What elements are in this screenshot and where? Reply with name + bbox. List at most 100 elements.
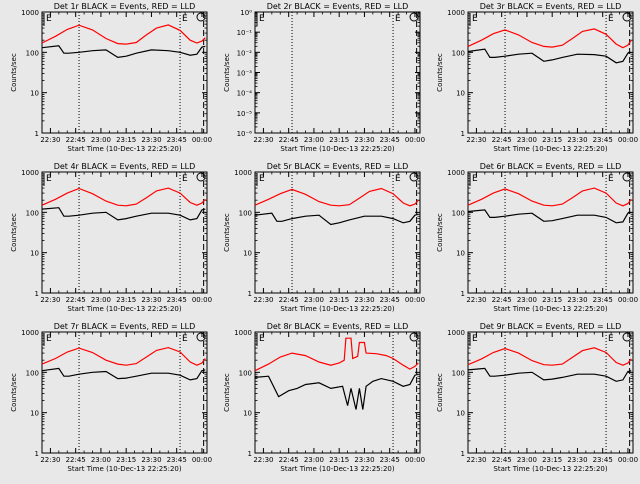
series-events-line [467,209,632,224]
x-tick-label: 23:30 [567,136,587,144]
x-tick-label: 00:00 [618,296,638,304]
x-tick-label: 23:15 [542,296,562,304]
panel-det-1: Det 1r BLACK = Events, RED = LLD 1 10 100 10… [10,2,212,153]
plot-title: Det 7r BLACK = Events, RED = LLD [54,322,196,331]
plot-title: Det 6r BLACK = Events, RED = LLD [480,162,622,171]
end-marker-circle [196,172,206,182]
x-tick-label: 23:45 [593,456,613,464]
plot-title: Det 4r BLACK = Events, RED = LLD [54,162,196,171]
y-tick-label: 10⁻³ [237,70,253,78]
x-tick-label: 23:30 [354,136,374,144]
plot-title: Det 3r BLACK = Events, RED = LLD [480,2,622,11]
x-tick-label: 22:30 [253,456,273,464]
series-events-line [254,373,419,410]
plot-frame [41,171,208,294]
y-tick-label: 100 [452,49,465,57]
series-events-line [41,45,206,59]
y-tick-label: 10⁻⁶ [237,130,253,138]
x-tick-label: 23:30 [567,456,587,464]
x-tick-label: 00:00 [618,136,638,144]
end-marker-circle [409,172,419,182]
x-tick-label: 22:45 [492,136,512,144]
x-tick-label: 22:30 [40,456,60,464]
y-tick-label: 100 [26,49,39,57]
x-tick-label: 22:30 [40,296,60,304]
x-axis-label: Start Time (10-Dec-13 22:25:20) [493,145,607,153]
y-tick-label: 100 [452,209,465,217]
x-tick-label: 23:15 [329,136,349,144]
x-tick-label: 23:15 [329,456,349,464]
x-tick-label: 22:45 [66,456,86,464]
x-axis-label: Start Time (10-Dec-13 22:25:20) [493,305,607,313]
panel-det-5: Det 5r BLACK = Events, RED = LLD 1 10 100 10… [223,162,425,313]
x-tick-label: 23:00 [91,296,111,304]
x-tick-label: 23:00 [91,456,111,464]
x-tick-label: 23:45 [593,296,613,304]
x-tick-label: 23:00 [304,456,324,464]
y-tick-label: 10 [243,410,252,418]
x-tick-label: 23:45 [593,136,613,144]
panel-det-8: Det 8r BLACK = Events, RED = LLD 1 10 100 10… [223,322,425,473]
event-letter: E [182,14,188,24]
y-tick-label: 10 [30,90,39,98]
x-tick-label: 23:15 [329,296,349,304]
panel-det-7: Det 7r BLACK = Events, RED = LLD 1 10 100 10… [10,322,212,473]
y-tick-label: 100 [239,209,252,217]
end-marker-circle [409,332,419,342]
y-axis-label: Counts/sec [436,213,444,252]
end-marker-circle [196,12,206,22]
end-marker-circle [409,12,419,22]
x-tick-label: 22:30 [466,296,486,304]
x-tick-label: 23:30 [141,456,161,464]
y-tick-label: 100 [26,209,39,217]
x-tick-label: 23:45 [167,136,187,144]
x-tick-label: 23:00 [517,136,537,144]
plot-title: Det 1r BLACK = Events, RED = LLD [54,2,196,11]
y-axis-label: Counts/sec [223,53,231,92]
y-tick-label: 1000 [447,169,465,177]
y-axis-label: Counts/sec [436,53,444,92]
series-lld-line [254,337,419,372]
y-tick-label: 100 [239,369,252,377]
plot-frame [254,171,421,294]
x-tick-label: 22:30 [466,136,486,144]
x-tick-label: 22:45 [492,296,512,304]
y-tick-label: 100 [452,369,465,377]
x-tick-label: 23:45 [380,456,400,464]
y-tick-label: 10⁻⁴ [237,90,253,98]
plot-title: Det 8r BLACK = Events, RED = LLD [267,322,409,331]
event-letter: E [608,174,614,184]
series-events-line [467,48,632,64]
panel-det-9: Det 9r BLACK = Events, RED = LLD 1 10 100 10… [436,322,638,473]
event-letter: E [259,174,265,184]
plot-frame [467,11,634,134]
y-tick-label: 1 [248,450,252,458]
x-tick-label: 23:15 [116,136,136,144]
x-tick-label: 23:00 [517,456,537,464]
y-tick-label: 10 [456,90,465,98]
series-events-line [41,367,206,381]
y-tick-label: 1 [35,290,39,298]
plot-frame [467,171,634,294]
end-marker-circle [622,12,632,22]
x-tick-label: 23:15 [116,456,136,464]
x-tick-label: 22:30 [253,296,273,304]
x-tick-label: 23:15 [542,136,562,144]
x-tick-label: 22:45 [66,296,86,304]
x-tick-label: 22:45 [66,136,86,144]
series-lld-line [467,347,632,366]
event-letter: E [472,14,478,24]
end-marker-circle [622,172,632,182]
x-tick-label: 23:30 [141,136,161,144]
y-tick-label: 1 [461,290,465,298]
event-letter: E [46,334,52,344]
plot-frame [41,11,208,134]
y-tick-label: 10⁰ [240,9,252,17]
event-letter: E [182,334,188,344]
plot-frame [467,331,634,454]
event-letter: E [259,14,265,24]
x-tick-label: 00:00 [405,296,425,304]
y-tick-label: 10 [243,250,252,258]
